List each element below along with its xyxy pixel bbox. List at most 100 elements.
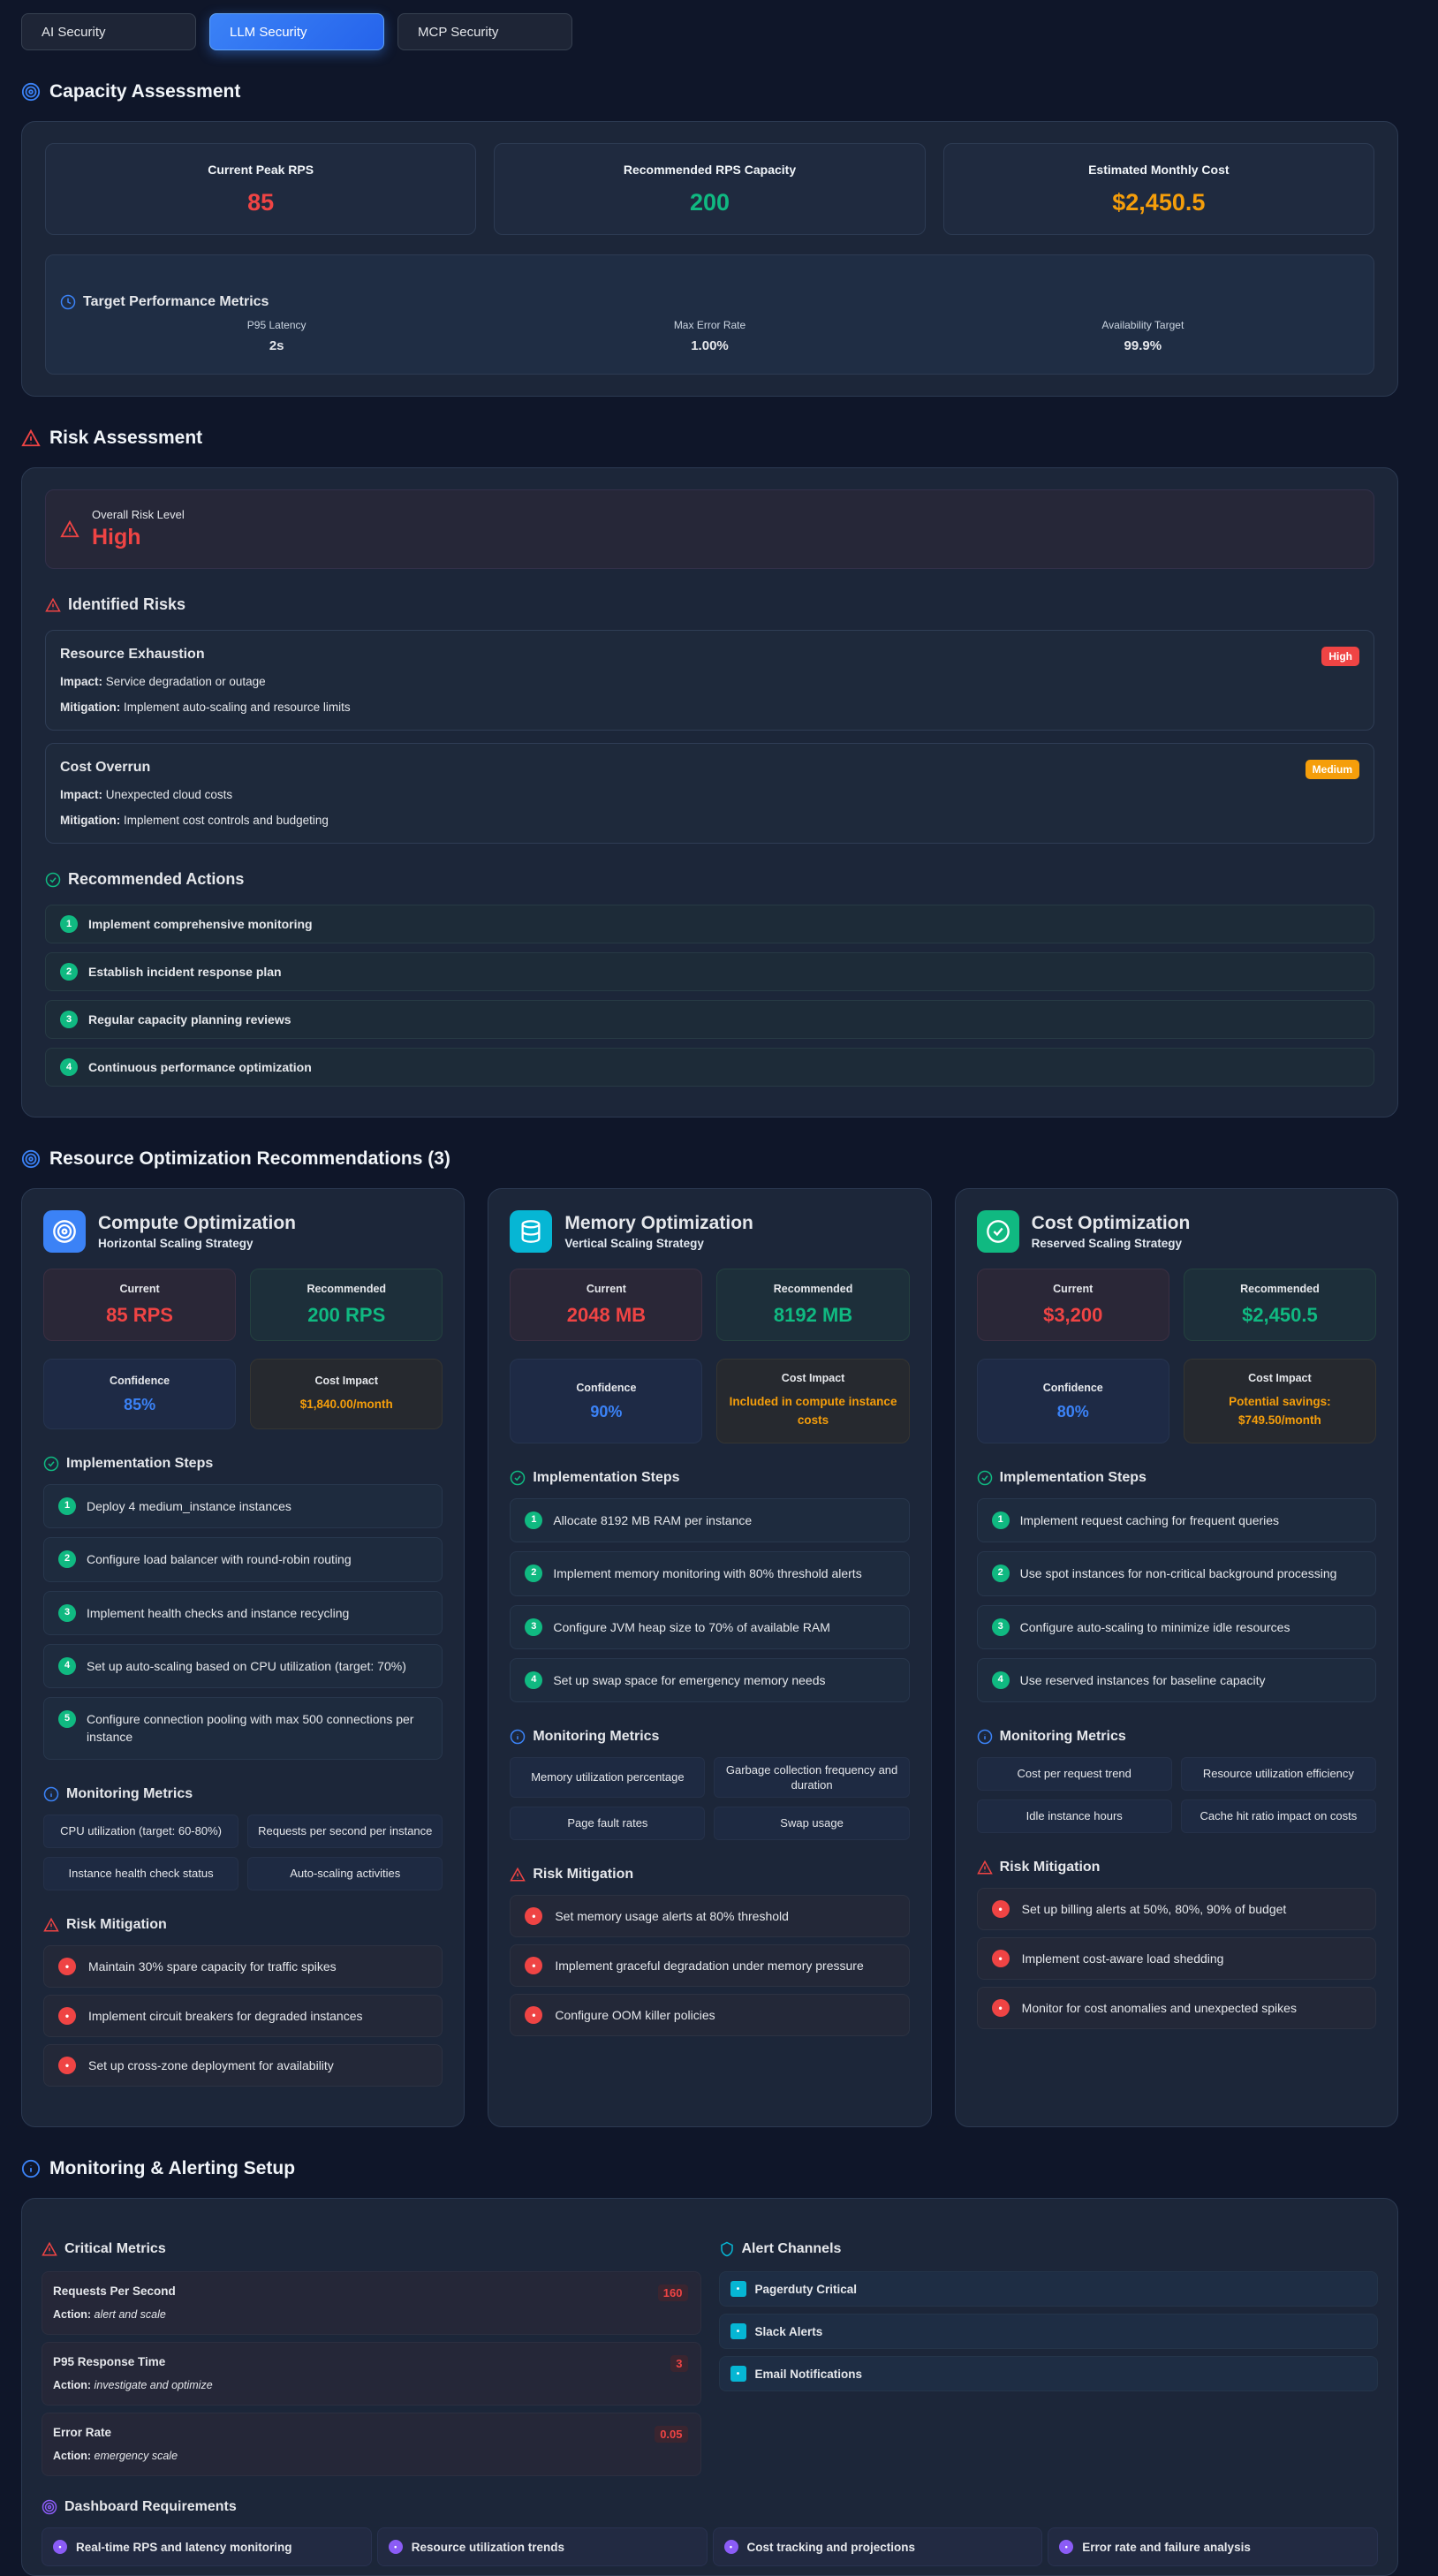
mitigation-text: Set memory usage alerts at 80% threshold [555,1909,789,1924]
mitigation-label: Mitigation: [60,701,121,714]
subsection-title-text: Risk Mitigation [533,1867,634,1883]
minus-icon: • [991,1999,1010,2018]
mitigation-item: • Implement graceful degradation under me… [510,1944,910,1988]
tab-ai-security[interactable]: AI Security [21,13,196,50]
recommended-label: Recommended [1240,1283,1320,1295]
metric-chip: Resource utilization efficiency [1180,1757,1376,1792]
subsection-title-text: Implementation Steps [533,1470,680,1485]
current-box: Current 85 RPS [43,1269,237,1341]
step-number: 2 [991,1565,1010,1583]
alert-channel[interactable]: • Slack Alerts [718,2314,1378,2349]
section-title-text: Monitoring & Alerting Setup [49,2158,296,2178]
mitigation-text: Configure OOM killer policies [555,2008,715,2023]
optimization-card: Cost Optimization Reserved Scaling Strate… [954,1188,1398,2127]
action-text: Establish incident response plan [88,965,282,979]
critical-metric: P95 Response Time 3 Action: investigate an… [42,2342,701,2406]
step-text: Deploy 4 medium_instance instances [87,1499,291,1513]
implementation-step: 1 Allocate 8192 MB RAM per instance [510,1498,910,1543]
dashboard-requirement: • Error rate and failure analysis [1048,2527,1378,2566]
step-number: 1 [58,1497,76,1515]
confidence-label: Confidence [110,1374,170,1387]
perf-title: Target Performance Metrics [83,294,269,309]
card-subtitle: Horizontal Scaling Strategy [98,1237,254,1250]
card-header: Compute Optimization Horizontal Scaling S… [43,1210,443,1253]
minus-icon: • [58,1957,76,1975]
dot-icon: • [723,2540,738,2554]
subsection-title-text: Dashboard Requirements [64,2499,237,2514]
step-number: 2 [525,1565,543,1583]
step-number: 2 [58,1550,76,1569]
check-circle-icon [45,872,61,888]
warning-icon [43,1917,59,1933]
implementation-step: 2 Configure load balancer with round-robi… [43,1537,443,1582]
optimization-section-title: Resource Optimization Recommendations (3… [21,1146,1398,1172]
action-label: Action: [53,2308,92,2321]
recommended-label: Recommended [307,1283,387,1295]
mitigation-text: Implement auto-scaling and resource limi… [124,701,351,714]
mitigation-item: • Set memory usage alerts at 80% threshol… [510,1895,910,1938]
metric-name: Requests Per Second [53,2284,176,2298]
metric-action: Action: alert and scale [53,2308,690,2321]
shield-icon [719,2241,735,2257]
step-text: Configure JVM heap size to 70% of availa… [553,1619,830,1634]
dashboard-requirements-title: Dashboard Requirements [42,2499,1378,2515]
mitigation-item: • Maintain 30% spare capacity for traffic… [43,1944,443,1988]
current-label: Current [586,1283,626,1295]
channel-name: Pagerduty Critical [754,2282,858,2296]
identified-risks-title: Identified Risks [45,595,1374,614]
alert-channel[interactable]: • Email Notifications [718,2356,1378,2391]
current-vs-recommended: Current 2048 MB Recommended 8192 MB [510,1269,910,1341]
warning-icon [976,1860,993,1875]
warning-icon [510,1867,526,1883]
recommended-value: 200 RPS [307,1304,386,1326]
mitigation-text: Implement cost controls and budgeting [124,814,329,827]
metric-chip: Requests per second per instance [247,1814,443,1848]
mitigation-item: • Implement cost-aware load shedding [976,1937,1376,1981]
tab-llm-security[interactable]: LLM Security [209,13,384,50]
metric-name: Error Rate [53,2426,112,2439]
tab-mcp-security[interactable]: MCP Security [397,13,572,50]
metric-label: Availability Target [1101,319,1184,331]
performance-metric: Availability Target 99.9% [927,319,1359,353]
mitigation-text: Monitor for cost anomalies and unexpecte… [1021,2001,1297,2016]
requirement-text: Resource utilization trends [411,2540,565,2554]
metric-chip: Cost per request trend [976,1757,1172,1792]
risk-item: Resource Exhaustion High Impact: Service d… [45,630,1374,731]
cost-impact-box: Cost Impact Potential savings: $749.50/mo… [1183,1359,1376,1443]
current-value: $3,200 [1043,1304,1103,1326]
step-number: 3 [525,1618,543,1636]
target-icon [43,1210,86,1253]
overall-risk-level: Overall Risk Level High [45,489,1374,569]
implementation-step: 1 Implement request caching for frequent … [976,1498,1376,1543]
card-title: Compute Optimization [98,1213,296,1233]
monitoring-metrics: CPU utilization (target: 60-80%) Requests… [43,1814,443,1890]
metric-chip: Page fault rates [510,1807,706,1841]
alert-channel[interactable]: • Pagerduty Critical [718,2271,1378,2307]
step-number: 4 [58,1656,76,1675]
current-value: 2048 MB [566,1304,647,1326]
mitigation-text: Implement cost-aware load shedding [1021,1951,1224,1966]
optimization-card: Memory Optimization Vertical Scaling Stra… [488,1188,932,2127]
action-text: Implement comprehensive monitoring [88,917,313,931]
risk-mitigation-title: Risk Mitigation [510,1867,909,1883]
current-label: Current [1053,1283,1094,1295]
subsection-title-text: Monitoring Metrics [66,1785,193,1801]
card-header: Cost Optimization Reserved Scaling Strate… [976,1210,1376,1253]
info-circle-icon [977,1729,993,1745]
monitoring-card: Critical Metrics Requests Per Second 160 A… [21,2198,1398,2576]
subsection-title-text: Risk Mitigation [999,1860,1101,1875]
current-vs-recommended: Current $3,200 Recommended $2,450.5 [976,1269,1376,1341]
stat-value: $2,450.5 [1112,188,1206,216]
card-subtitle: Reserved Scaling Strategy [1031,1237,1182,1250]
cost-impact-value: Included in compute instance costs [729,1395,897,1427]
subsection-title-text: Implementation Steps [66,1456,214,1471]
step-number: 1 [525,1512,543,1529]
step-text: Implement memory monitoring with 80% thr… [553,1566,862,1581]
channel-name: Slack Alerts [754,2324,823,2338]
cost-impact-box: Cost Impact Included in compute instance … [716,1359,910,1443]
risk-section-title: Risk Assessment [21,425,1398,451]
overall-risk-label: Overall Risk Level [92,508,185,521]
cost-impact-label: Cost Impact [781,1372,845,1385]
monitoring-metrics: Cost per request trend Resource utilizati… [976,1757,1376,1834]
minus-icon: • [991,1900,1010,1919]
